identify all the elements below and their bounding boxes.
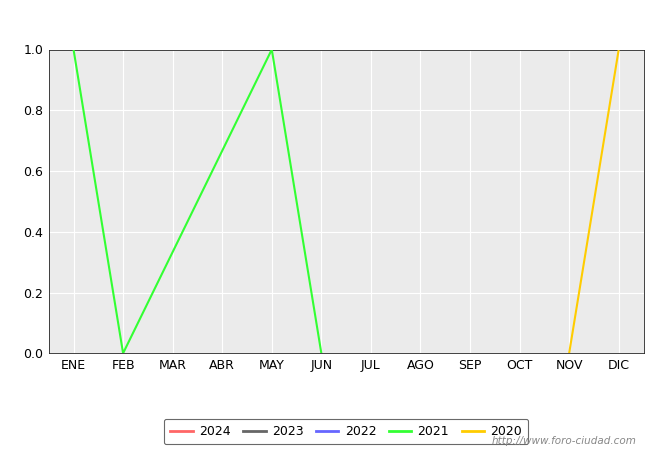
Text: Matriculaciones de Vehiculos en Bellprat: Matriculaciones de Vehiculos en Bellprat — [157, 14, 493, 33]
Legend: 2024, 2023, 2022, 2021, 2020: 2024, 2023, 2022, 2021, 2020 — [164, 418, 528, 444]
Text: http://www.foro-ciudad.com: http://www.foro-ciudad.com — [492, 436, 637, 446]
